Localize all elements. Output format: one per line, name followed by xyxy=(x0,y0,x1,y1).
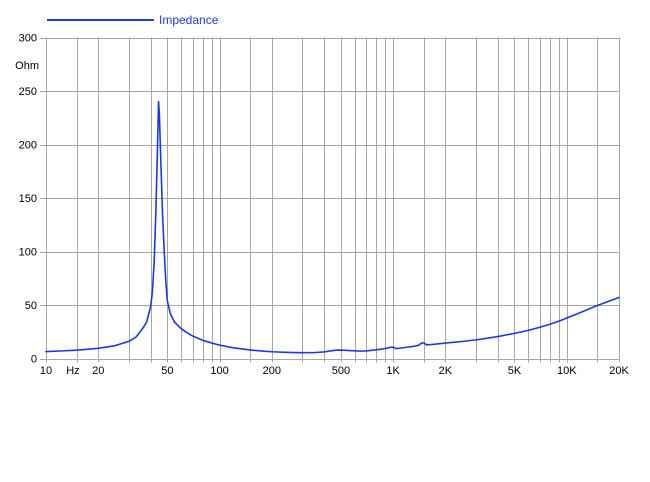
y-tick-label: 300 xyxy=(19,33,37,45)
y-tick-label: 50 xyxy=(25,300,37,312)
impedance-curve xyxy=(45,100,620,354)
legend-line-swatch xyxy=(47,19,154,21)
x-tick-label: 2K xyxy=(439,365,453,377)
x-tick-label: 200 xyxy=(263,365,281,377)
legend: Impedance xyxy=(47,13,218,27)
x-tick-label: 500 xyxy=(332,365,350,377)
x-tick-label: 10 xyxy=(40,365,52,377)
y-tick-label: 0 xyxy=(31,354,37,366)
x-tick-label: 50 xyxy=(161,365,173,377)
x-tick-label: 1K xyxy=(386,365,400,377)
y-tick-label: 250 xyxy=(19,86,37,98)
x-tick-label: 20 xyxy=(92,365,104,377)
x-axis-unit-label: Hz xyxy=(66,365,79,377)
y-axis-unit-label: Ohm xyxy=(15,60,39,72)
x-tick-label: 100 xyxy=(210,365,228,377)
x-tick-label: 5K xyxy=(508,365,522,377)
legend-label: Impedance xyxy=(159,13,219,27)
x-tick-label: 10K xyxy=(557,365,577,377)
y-tick-label: 100 xyxy=(19,247,37,259)
x-tick-label: 20K xyxy=(609,365,629,377)
y-tick-label: 200 xyxy=(19,140,37,152)
y-tick-label: 150 xyxy=(19,193,37,205)
